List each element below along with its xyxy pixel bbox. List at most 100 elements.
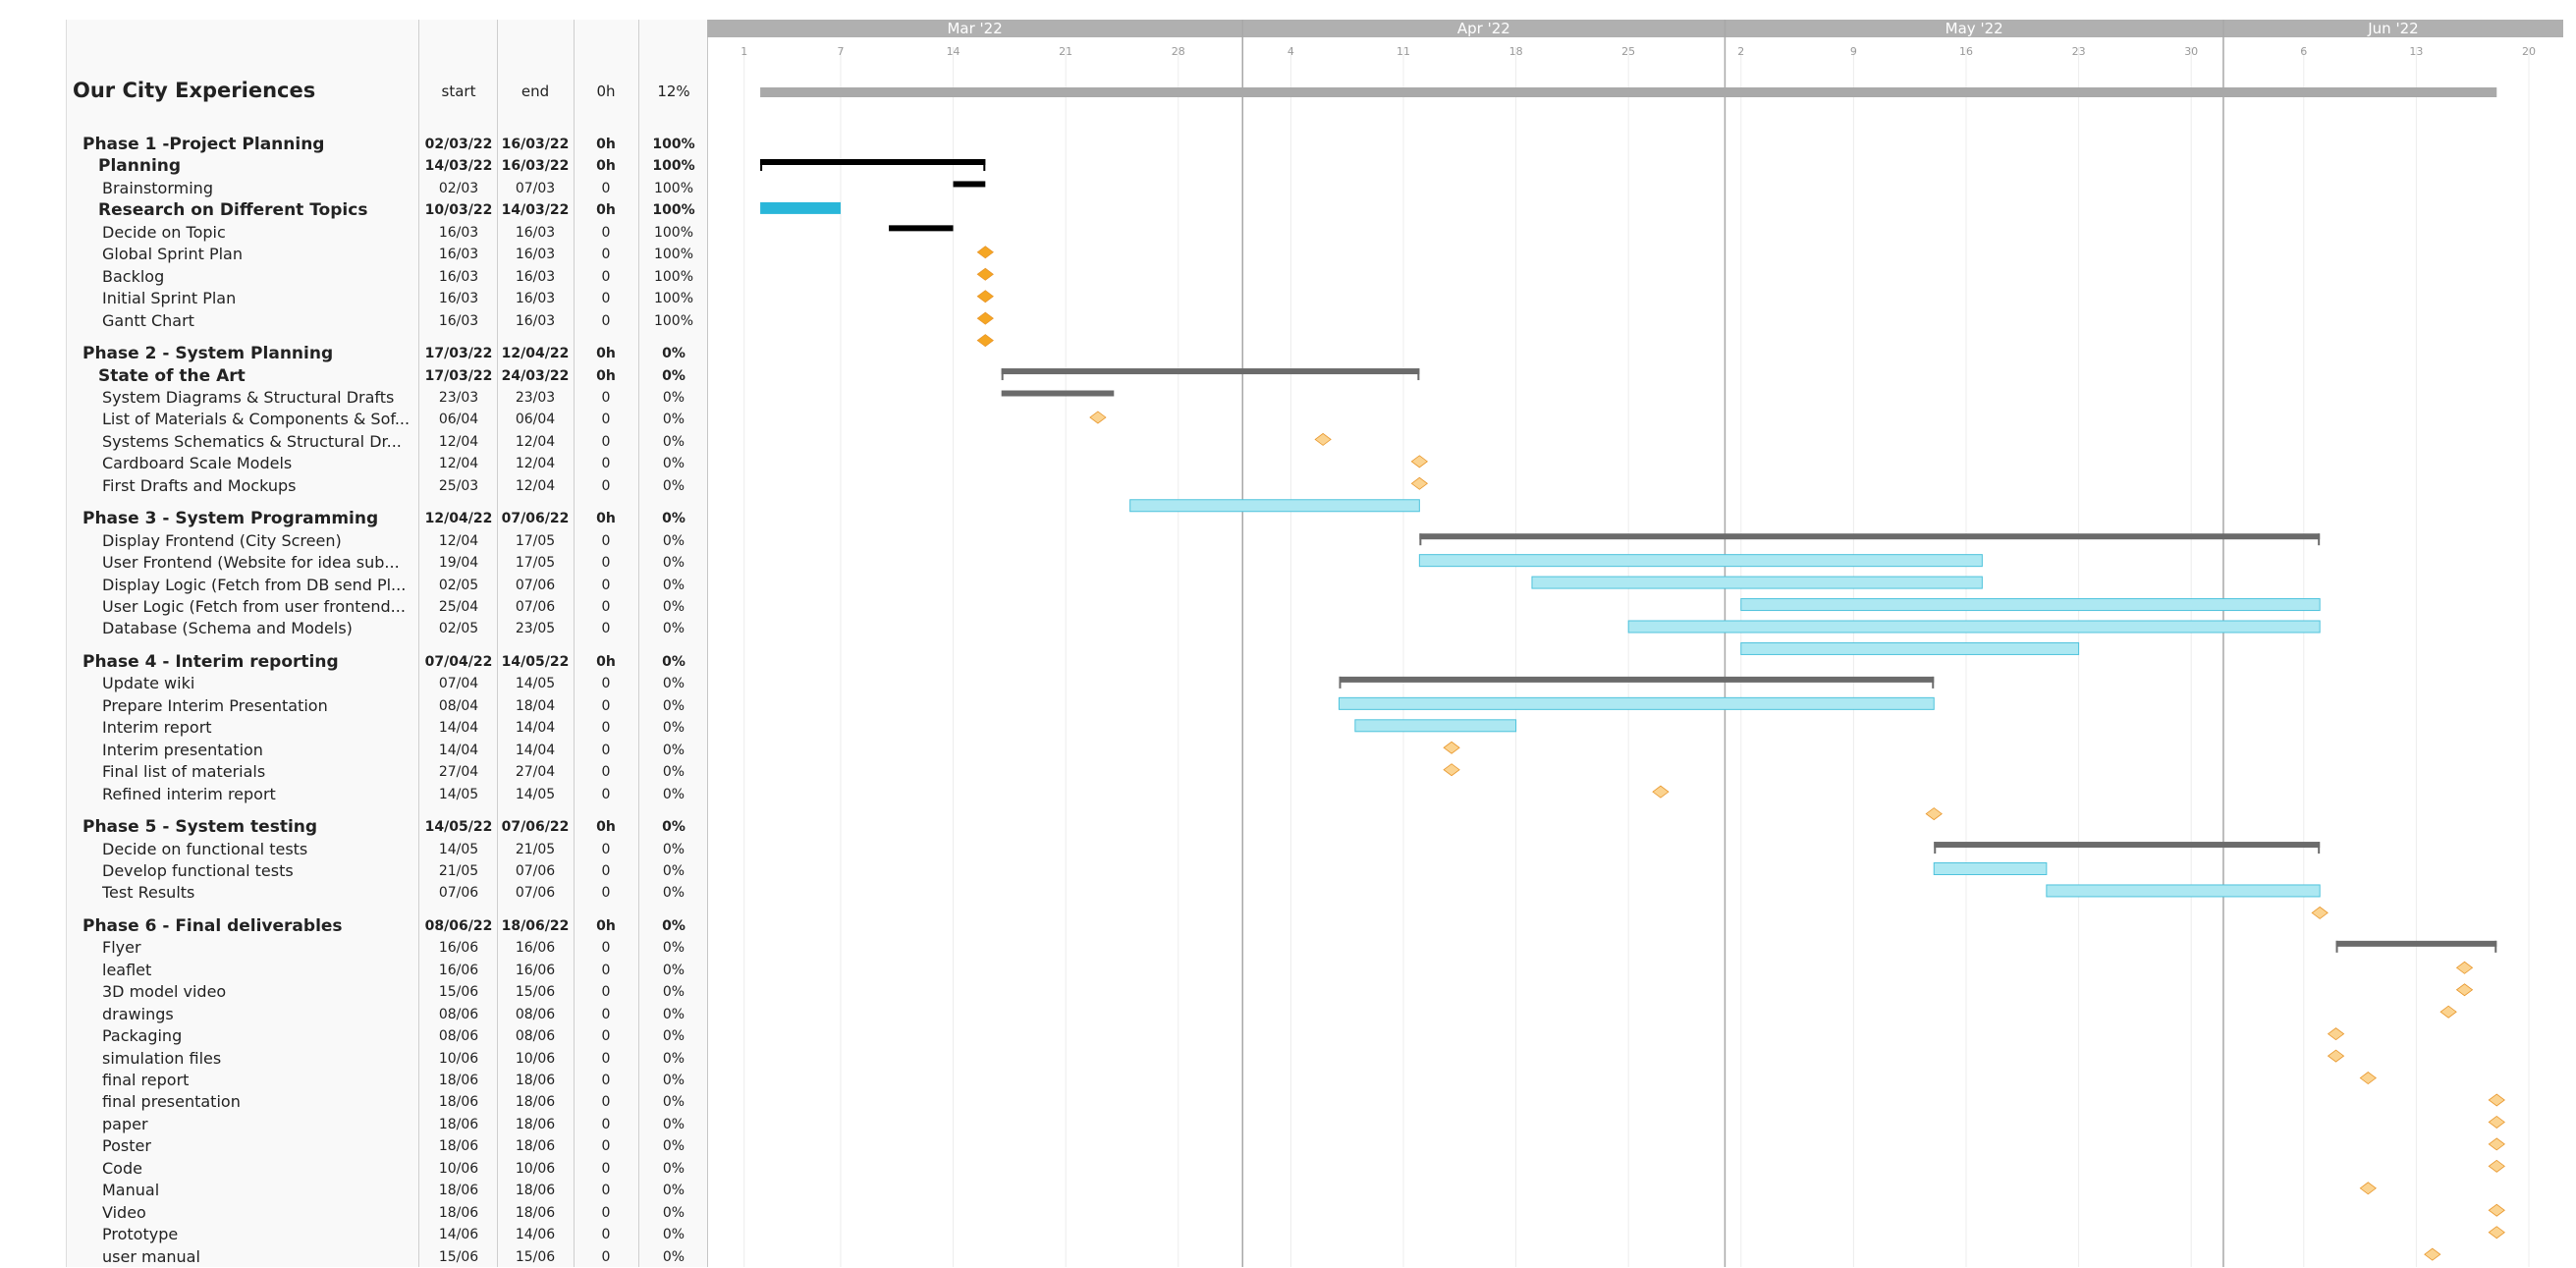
task-name: Manual: [102, 1181, 160, 1200]
task-bar: [2046, 884, 2321, 898]
task-name: Phase 1 -Project Planning: [82, 135, 325, 154]
task-end-date: 15/06: [515, 1248, 556, 1265]
task-progress: 100%: [653, 247, 694, 263]
task-name: 3D model video: [102, 982, 227, 1002]
task-name: State of the Art: [98, 365, 246, 386]
week-tick-label: 23: [2072, 45, 2086, 58]
task-name: Poster: [102, 1136, 151, 1156]
task-hours: 0: [601, 555, 611, 572]
task-grid: start end 0h 12% Our City Experiences Ph…: [66, 20, 708, 1267]
task-name: Prototype: [102, 1225, 179, 1244]
task-end-date: 07/06/22: [501, 819, 570, 836]
task-end-date: 07/06: [515, 885, 556, 902]
start-column-header[interactable]: start: [441, 83, 476, 100]
task-name: User Logic (Fetch from user frontend...: [102, 597, 406, 616]
task-name: First Drafts and Mockups: [102, 475, 297, 495]
project-summary-bar: [760, 87, 2497, 97]
milestone-diamond: [1314, 432, 1332, 446]
week-tick-label: 7: [837, 45, 844, 58]
task-start-date: 15/06: [438, 984, 479, 1001]
milestone-diamond: [2488, 1159, 2505, 1173]
task-end-date: 16/03: [515, 268, 556, 285]
task-name: simulation files: [102, 1048, 222, 1068]
task-hours: 0h: [596, 346, 616, 362]
task-name: paper: [102, 1114, 148, 1133]
task-progress: 0%: [662, 532, 685, 549]
task-name: List of Materials & Components & Sof...: [102, 410, 411, 429]
task-hours: 0h: [596, 202, 616, 219]
task-start-date: 07/06: [438, 885, 479, 902]
task-hours: 0h: [596, 367, 616, 384]
task-start-date: 02/03/22: [424, 137, 493, 152]
task-name: drawings: [102, 1004, 174, 1023]
task-start-date: 14/05: [438, 786, 479, 802]
summary-bar: [2335, 940, 2497, 947]
progress-column-header[interactable]: 12%: [657, 83, 690, 100]
hours-column-header[interactable]: 0h: [596, 83, 616, 100]
task-name: Display Frontend (City Screen): [102, 530, 342, 550]
task-start-date: 18/06: [438, 1116, 479, 1132]
summary-bar-cap: [1339, 676, 1342, 689]
task-start-date: 16/03: [438, 224, 479, 241]
task-start-date: 02/03: [438, 180, 479, 196]
task-name: user manual: [102, 1246, 200, 1266]
task-name: Final list of materials: [102, 762, 266, 782]
milestone-diamond: [2488, 1226, 2505, 1240]
summary-bar-cap: [1417, 368, 1420, 381]
task-progress: 0%: [662, 456, 685, 472]
task-hours: 0: [601, 720, 611, 737]
task-start-date: 14/03/22: [424, 158, 493, 175]
task-end-date: 07/06: [515, 577, 556, 593]
task-start-date: 16/03: [438, 312, 479, 329]
task-progress: 0%: [662, 742, 685, 758]
task-start-date: 12/04: [438, 456, 479, 472]
task-end-date: 07/06: [515, 862, 556, 879]
task-hours: 0: [601, 786, 611, 802]
milestone-diamond: [2359, 1182, 2377, 1195]
task-start-date: 14/05: [438, 841, 479, 857]
task-progress: 0%: [662, 1248, 685, 1265]
end-column-header[interactable]: end: [521, 83, 550, 100]
task-hours: 0: [601, 841, 611, 857]
task-start-date: 12/04: [438, 532, 479, 549]
milestone-diamond: [2455, 961, 2474, 974]
task-end-date: 08/06: [515, 1028, 556, 1045]
task-name: Phase 6 - Final deliverables: [82, 915, 343, 936]
task-end-date: 16/03: [515, 224, 556, 241]
task-name: Global Sprint Plan: [102, 245, 243, 264]
project-name[interactable]: Our City Experiences: [73, 79, 316, 102]
task-hours: 0: [601, 412, 611, 428]
task-start-date: 14/06: [438, 1227, 479, 1243]
task-bar: [1338, 696, 1935, 710]
task-name: Interim presentation: [102, 740, 263, 759]
week-tick-label: 14: [947, 45, 960, 58]
task-hours: 0: [601, 1006, 611, 1022]
task-name: Initial Sprint Plan: [102, 289, 237, 308]
task-end-date: 14/06: [515, 1227, 556, 1243]
gantt-timeline: 1 7 14 21 28 4 11 18 25 2 9 16 23 30 6 13 20 Mar '22 Apr '…: [707, 20, 2563, 1267]
task-progress: 0%: [662, 841, 685, 857]
task-progress: 0%: [662, 477, 685, 494]
task-name: Refined interim report: [102, 784, 276, 803]
task-hours: 0: [601, 1160, 611, 1177]
task-start-date: 06/04: [438, 412, 479, 428]
task-progress: 0%: [662, 1006, 685, 1022]
task-name: Research on Different Topics: [98, 200, 368, 221]
task-end-date: 14/04: [515, 742, 556, 758]
milestone-diamond: [2359, 1072, 2377, 1085]
task-name: leaflet: [102, 960, 152, 979]
task-name: Phase 2 - System Planning: [82, 344, 334, 364]
task-progress: 100%: [652, 202, 695, 219]
task-start-date: 14/04: [438, 742, 479, 758]
task-end-date: 07/06: [515, 599, 556, 615]
task-name: Systems Schematics & Structural Dr...: [102, 431, 402, 451]
task-progress: 0%: [662, 917, 685, 934]
task-progress: 0%: [662, 786, 685, 802]
milestone-diamond: [1410, 455, 1429, 469]
summary-bar-cap: [2318, 842, 2321, 855]
week-tick-label: 18: [1509, 45, 1523, 58]
task-start-date: 07/04/22: [424, 653, 493, 670]
task-name: Phase 4 - Interim reporting: [82, 651, 339, 672]
summary-bar: [1339, 676, 1935, 683]
task-end-date: 18/06: [515, 1138, 556, 1155]
